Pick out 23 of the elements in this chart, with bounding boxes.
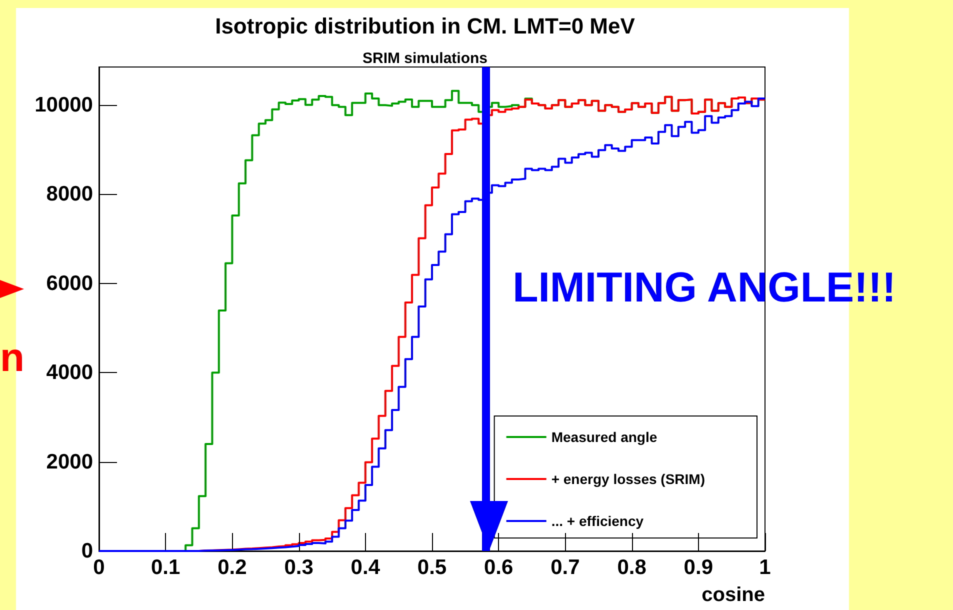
x-tick-label: 0.7 [550,556,580,579]
x-tick-label: 0.3 [284,556,314,579]
legend-label: ... + efficiency [551,513,644,529]
y-tick-label: 0 [81,540,93,562]
x-tick-label: 0.8 [617,556,647,579]
x-tick-label: 0.4 [350,556,380,579]
chart-subtitle: SRIM simulations [362,50,488,67]
y-tick-label: 10000 [34,93,93,116]
text: n [0,336,24,380]
y-tick-label: 2000 [46,450,93,474]
x-tick-label: 0.2 [218,556,247,579]
x-tick-label: 0.6 [484,556,514,579]
x-tick-label: 0.5 [417,556,447,579]
x-tick-label: 0.9 [684,556,713,579]
y-tick-label: 8000 [46,182,93,206]
y-tick-label: 4000 [46,361,93,384]
legend-label: + energy losses (SRIM) [551,471,706,487]
chart-title: Isotropic distribution in CM. LMT=0 MeV [215,14,636,38]
legend-label: Measured angle [551,429,658,445]
y-tick-label: 6000 [46,272,93,295]
x-axis-title: cosine [702,584,765,606]
x-tick-label: 0.1 [151,556,181,579]
x-tick-label: 1 [759,556,772,579]
